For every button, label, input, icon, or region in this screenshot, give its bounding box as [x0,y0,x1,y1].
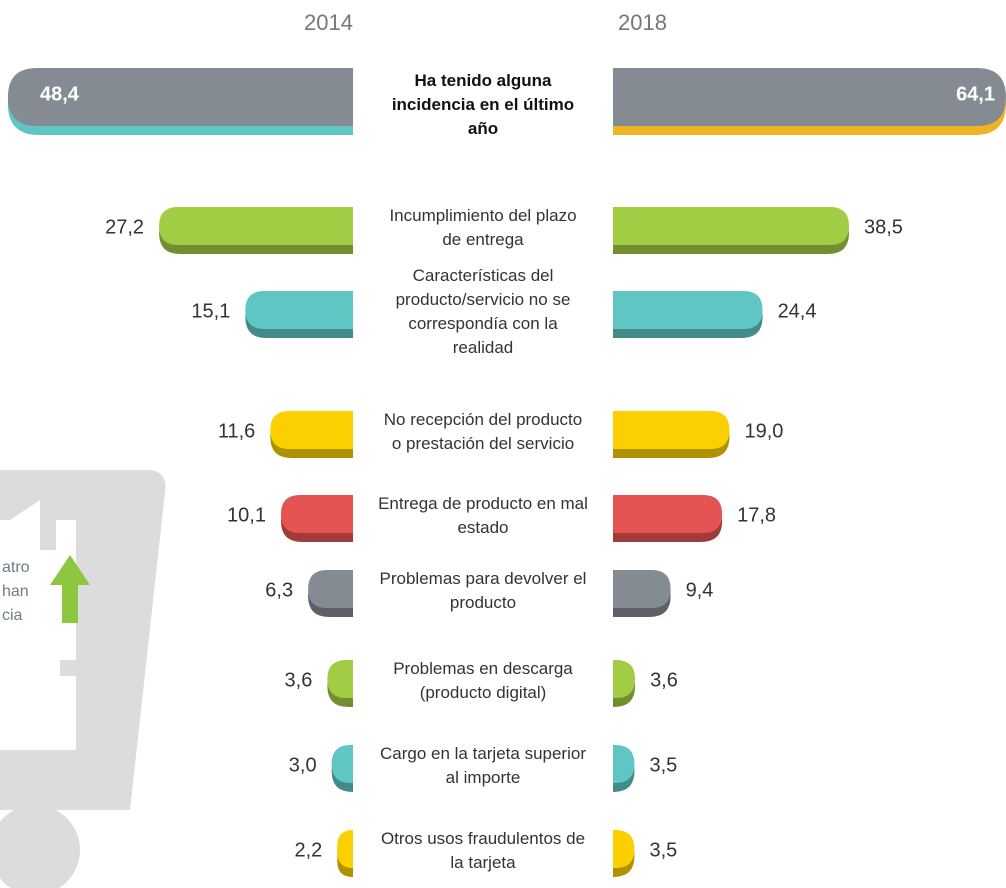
value-label: 27,2 [105,216,144,238]
category-label: Ha tenido alguna incidencia en el último… [391,71,575,138]
bar [327,660,353,698]
value-label: 11,6 [218,420,255,442]
value-label: 3,5 [649,754,677,776]
up-arrow [50,555,90,623]
category-label: Cargo en la tarjeta superior al importe [379,744,586,787]
bar [613,660,636,698]
value-label: 3,6 [650,669,678,691]
category-label: Características del producto/servicio no… [395,266,571,357]
value-label: 48,4 [40,83,80,105]
year-label: 2018 [618,10,667,35]
bar [613,495,723,533]
bar [245,291,353,329]
bar [613,207,850,245]
cart-decoration [0,470,166,888]
category-label: Problemas para devolver el producto [379,569,587,612]
year-label: 2014 [304,10,353,35]
bar [613,745,635,783]
category-label: Incumplimiento del plazo de entrega [389,206,577,249]
value-label: 3,5 [649,839,677,861]
value-label: 19,0 [744,420,783,442]
value-label: 10,1 [227,504,266,526]
cart-window [0,520,76,750]
bar [159,207,353,245]
category-label: Otros usos fraudulentos de la tarjeta [380,829,586,872]
category-label: Entrega de producto en mal estado [378,494,588,537]
bar [613,570,671,608]
bar [613,291,763,329]
annotation: cia [2,607,23,624]
value-label: 64,1 [956,83,995,105]
bar [613,68,1006,126]
bar [337,830,353,868]
annotation: han [2,583,29,600]
cart-wheel [0,805,80,888]
bar [331,745,353,783]
value-label: 6,3 [265,579,293,601]
bar [308,570,353,608]
value-label: 3,6 [285,669,313,691]
category-label: No recepción del producto o prestación d… [383,410,583,453]
cart-slat [60,660,110,676]
bar [7,68,354,126]
bar [613,411,730,449]
bar [280,495,353,533]
value-label: 3,0 [289,754,317,776]
value-label: 24,4 [778,300,817,322]
cart-slat [40,490,56,550]
value-label: 38,5 [864,216,903,238]
annotation: atro [2,559,30,576]
value-label: 9,4 [686,579,714,601]
bar [613,830,635,868]
value-label: 2,2 [295,839,323,861]
bar [270,411,353,449]
category-label: Problemas en descarga (producto digital) [393,659,573,702]
value-label: 15,1 [191,300,230,322]
value-label: 17,8 [737,504,776,526]
